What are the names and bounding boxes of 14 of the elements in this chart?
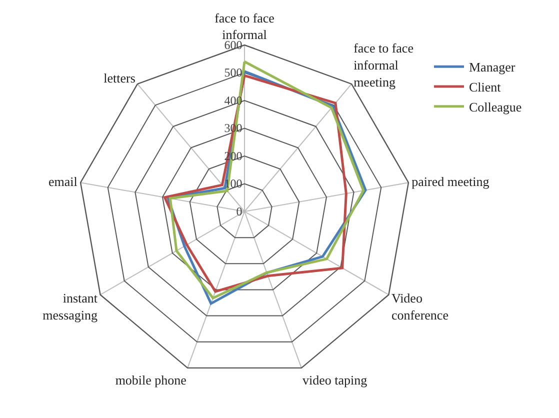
spoke-label: letters <box>104 70 136 86</box>
y-tick-label: 0 <box>236 204 242 218</box>
spoke-label: Video conference <box>391 290 449 322</box>
legend-label: Client <box>469 80 502 95</box>
spoke-label: mobile phone <box>115 372 187 388</box>
spoke-label: face to face informal <box>214 10 275 42</box>
spoke-label: face to face informal meeting <box>354 40 414 90</box>
legend-label: Colleague <box>469 99 522 114</box>
spoke-label: instant messaging <box>42 290 98 322</box>
y-tick-label: 500 <box>224 66 242 80</box>
spoke-label: video taping <box>302 372 368 388</box>
legend-label: Manager <box>469 60 516 75</box>
spoke-label: paired meeting <box>412 174 490 190</box>
spoke-label: email <box>48 174 78 190</box>
